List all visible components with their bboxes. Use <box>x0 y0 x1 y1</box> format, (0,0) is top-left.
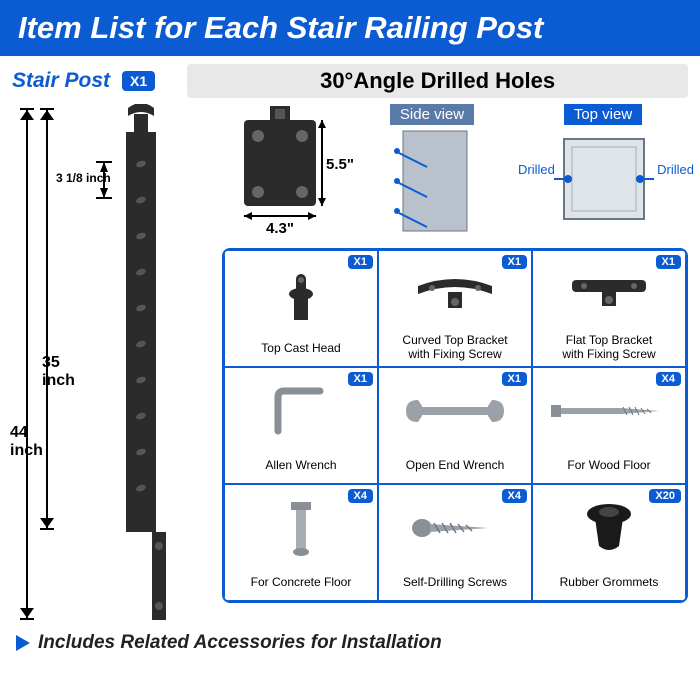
header-title: Item List for Each Stair Railing Post <box>18 10 543 45</box>
concrete-anchor-icon <box>261 498 341 558</box>
footer-text: Includes Related Accessories for Install… <box>38 632 442 654</box>
side-view: Side view <box>358 104 506 240</box>
part-label: Allen Wrench <box>265 453 336 479</box>
self-drilling-screw-icon <box>410 513 500 543</box>
dim-total: 44 inch <box>10 424 43 460</box>
cell-allen-wrench: X1 Allen Wrench <box>224 367 378 484</box>
part-label: For Concrete Floor <box>251 570 352 596</box>
allen-wrench-icon <box>266 381 336 441</box>
page-header: Item List for Each Stair Railing Post <box>0 0 700 56</box>
cell-top-cast-head: X1 Top Cast Head <box>224 250 378 367</box>
plate-row: 5.5" 4.3" Side view <box>222 104 688 240</box>
post-diagram: 44 inch 35 inch 3 1/8 inch <box>12 104 212 624</box>
open-end-wrench-icon <box>400 394 510 428</box>
part-label: Curved Top Bracket with Fixing Screw <box>402 334 507 362</box>
dimension-column: 44 inch 35 inch <box>12 104 56 624</box>
main-area: 44 inch 35 inch 3 1/8 inch <box>12 104 688 624</box>
qty-badge: X4 <box>502 489 527 503</box>
cell-open-end-wrench: X1 Open End Wrench <box>378 367 532 484</box>
cell-concrete-anchor: X4 For Concrete Floor <box>224 484 378 601</box>
top-cast-head-icon <box>276 264 326 324</box>
qty-badge: X4 <box>656 372 681 386</box>
curved-bracket-icon <box>410 268 500 318</box>
part-label: Rubber Grommets <box>560 570 659 596</box>
top-view: Top view Drilled Drilled <box>518 104 688 240</box>
content: Stair Post X1 30°Angle Drilled Holes 44 … <box>0 56 700 624</box>
top-view-icon <box>518 125 688 235</box>
qty-badge: X1 <box>502 255 527 269</box>
qty-badge: X1 <box>502 372 527 386</box>
flat-bracket-icon <box>564 268 654 318</box>
plate-w: 4.3" <box>266 220 294 237</box>
cell-rubber-grommet: X20 Rubber Grommets <box>532 484 686 601</box>
part-label: Open End Wrench <box>406 453 505 479</box>
footer: Includes Related Accessories for Install… <box>0 624 700 662</box>
cell-self-drilling-screw: X4 Self-Drilling Screws <box>378 484 532 601</box>
plate-h: 5.5" <box>326 156 354 173</box>
top-view-label: Top view <box>564 104 642 125</box>
cell-curved-bracket: X1 Curved Top Bracket with Fixing Screw <box>378 250 532 367</box>
post-icon: 3 1/8 inch <box>56 104 212 624</box>
angle-title: 30°Angle Drilled Holes <box>187 64 688 98</box>
part-label: Self-Drilling Screws <box>403 570 507 596</box>
cell-flat-bracket: X1 Flat Top Bracket with Fixing Screw <box>532 250 686 367</box>
top-row: Stair Post X1 30°Angle Drilled Holes <box>12 64 688 98</box>
side-view-icon <box>367 125 497 235</box>
drilled-right: Drilled <box>657 162 694 177</box>
stair-post-label: Stair Post <box>12 69 110 93</box>
drilled-left: Drilled <box>518 162 555 177</box>
part-label: Top Cast Head <box>261 336 340 362</box>
right-column: 5.5" 4.3" Side view <box>222 104 688 624</box>
dim-upper: 35 inch <box>42 354 75 390</box>
qty-badge: X1 <box>348 372 373 386</box>
parts-grid: X1 Top Cast Head X1 Curved Top Bracket w… <box>222 248 688 603</box>
base-plate-diagram: 5.5" 4.3" <box>226 104 346 239</box>
triangle-icon <box>16 635 30 651</box>
part-label: Flat Top Bracket with Fixing Screw <box>562 334 655 362</box>
stair-post-qty-badge: X1 <box>122 71 155 91</box>
part-label: For Wood Floor <box>567 453 650 479</box>
qty-badge: X20 <box>649 489 681 503</box>
qty-badge: X1 <box>348 255 373 269</box>
cell-wood-floor-screw: X4 For Wood Floor <box>532 367 686 484</box>
rubber-grommet-icon <box>579 500 639 556</box>
qty-badge: X4 <box>348 489 373 503</box>
lag-screw-icon <box>549 399 669 423</box>
side-view-label: Side view <box>390 104 474 125</box>
qty-badge: X1 <box>656 255 681 269</box>
dim-spacing: 3 1/8 inch <box>56 171 111 185</box>
